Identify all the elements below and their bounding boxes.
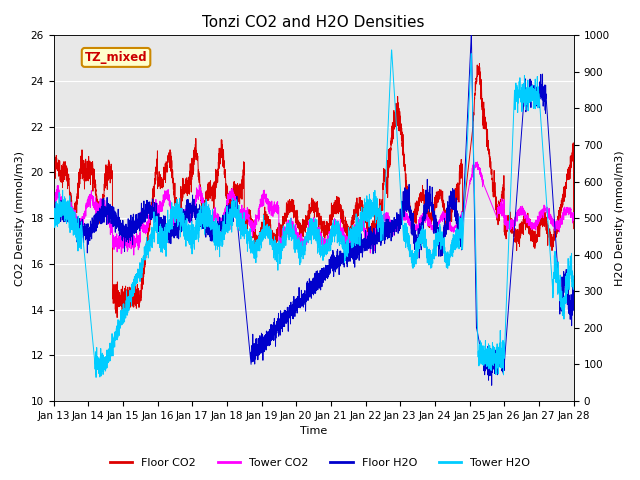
Text: TZ_mixed: TZ_mixed: [84, 51, 147, 64]
Y-axis label: CO2 Density (mmol/m3): CO2 Density (mmol/m3): [15, 151, 25, 286]
Title: Tonzi CO2 and H2O Densities: Tonzi CO2 and H2O Densities: [202, 15, 425, 30]
Legend: Floor CO2, Tower CO2, Floor H2O, Tower H2O: Floor CO2, Tower CO2, Floor H2O, Tower H…: [105, 453, 535, 472]
Y-axis label: H2O Density (mmol/m3): H2O Density (mmol/m3): [615, 150, 625, 286]
X-axis label: Time: Time: [300, 426, 327, 436]
